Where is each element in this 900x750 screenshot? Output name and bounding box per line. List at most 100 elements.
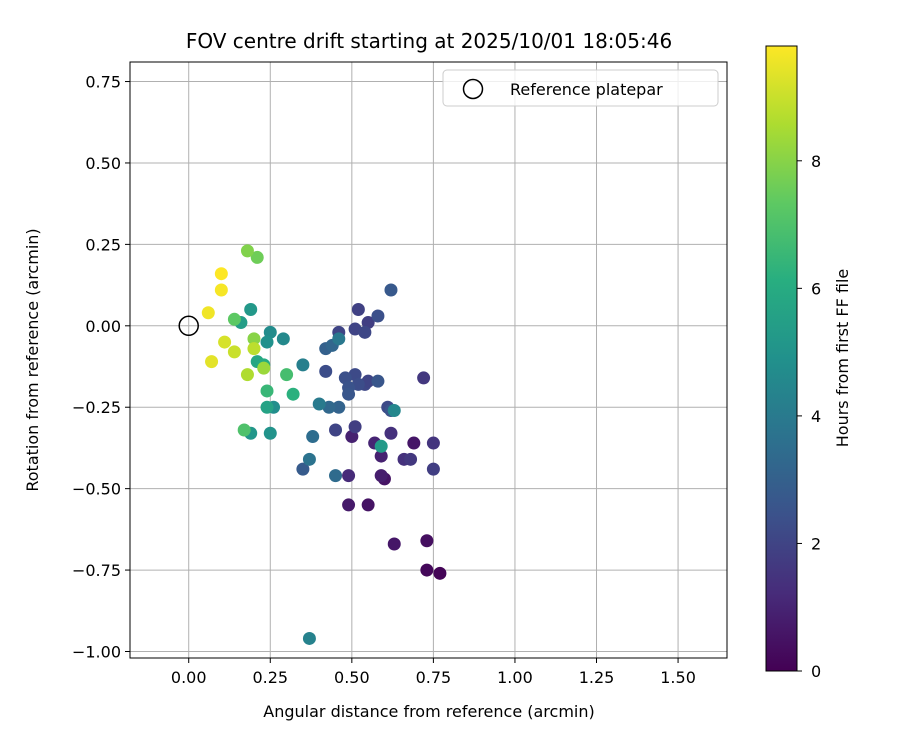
data-point xyxy=(348,420,362,434)
data-point xyxy=(227,345,241,359)
data-point xyxy=(420,534,434,548)
data-point xyxy=(384,283,398,297)
data-point xyxy=(374,439,388,453)
colorbar-tick-label: 2 xyxy=(811,534,821,553)
data-point xyxy=(296,462,310,476)
x-tick-label: 0.75 xyxy=(416,668,452,687)
data-point xyxy=(260,335,274,349)
y-tick-label: −0.25 xyxy=(72,398,121,417)
x-tick-label: 1.25 xyxy=(579,668,615,687)
x-tick-label: 1.50 xyxy=(660,668,696,687)
data-point xyxy=(247,332,261,346)
x-tick-label: 0.25 xyxy=(252,668,288,687)
data-point xyxy=(342,498,356,512)
data-point xyxy=(205,355,219,369)
data-point xyxy=(426,462,440,476)
data-point xyxy=(371,309,385,323)
chart-title: FOV centre drift starting at 2025/10/01 … xyxy=(186,29,672,53)
colorbar-tick-label: 6 xyxy=(811,279,821,298)
data-point xyxy=(342,387,356,401)
y-tick-label: 0.25 xyxy=(85,235,121,254)
data-point xyxy=(280,368,294,382)
y-axis-label: Rotation from reference (arcmin) xyxy=(23,228,42,491)
data-point xyxy=(420,563,434,577)
data-point xyxy=(348,322,362,336)
data-point xyxy=(351,303,365,317)
data-point xyxy=(384,426,398,440)
data-point xyxy=(257,361,271,375)
legend-box xyxy=(442,69,719,107)
data-point xyxy=(332,332,346,346)
data-point xyxy=(218,335,232,349)
x-tick-label: 0.00 xyxy=(171,668,207,687)
data-point xyxy=(312,397,326,411)
data-point xyxy=(433,566,447,580)
data-point xyxy=(404,452,418,466)
data-point xyxy=(417,371,431,385)
y-tick-label: −0.50 xyxy=(72,480,121,499)
data-point xyxy=(214,283,228,297)
colorbar-label: Hours from first FF file xyxy=(833,269,852,448)
data-point xyxy=(227,312,241,326)
legend-marker xyxy=(462,78,484,100)
data-point xyxy=(237,423,251,437)
data-point xyxy=(214,267,228,281)
data-point xyxy=(250,250,264,264)
data-point xyxy=(276,332,290,346)
data-point xyxy=(348,368,362,382)
data-point xyxy=(263,325,277,339)
data-point xyxy=(374,469,388,483)
y-axis-ticks: 0.75 0.50 0.25 0.00 −0.25 −0.50 −0.75 −1.00 xyxy=(72,73,130,661)
data-point xyxy=(306,430,320,444)
data-point xyxy=(201,306,215,320)
data-point xyxy=(319,364,333,378)
data-point xyxy=(302,631,316,645)
data-point xyxy=(342,469,356,483)
data-point xyxy=(286,387,300,401)
data-point xyxy=(322,400,336,414)
data-point xyxy=(260,384,274,398)
data-point xyxy=(407,436,421,450)
data-point xyxy=(361,498,375,512)
y-tick-label: −0.75 xyxy=(72,561,121,580)
data-point xyxy=(247,342,261,356)
x-tick-label: 1.00 xyxy=(497,668,533,687)
data-point xyxy=(263,426,277,440)
x-axis-label: Angular distance from reference (arcmin) xyxy=(263,702,594,721)
data-point xyxy=(260,400,274,414)
colorbar-tick-label: 0 xyxy=(811,662,821,681)
data-point xyxy=(240,244,254,258)
data-point xyxy=(302,452,316,466)
colorbar-ticks: 0 2 4 6 8 xyxy=(797,152,821,681)
data-point xyxy=(244,303,258,317)
x-tick-label: 0.50 xyxy=(334,668,370,687)
y-tick-label: 0.75 xyxy=(85,73,121,92)
reference-platepar-marker xyxy=(178,315,199,337)
data-point xyxy=(361,374,375,388)
data-point xyxy=(351,377,365,391)
legend-label: Reference platepar xyxy=(510,80,663,99)
data-point xyxy=(338,371,352,385)
data-points xyxy=(201,244,447,645)
data-point xyxy=(387,537,401,551)
data-point xyxy=(329,423,343,437)
y-tick-label: 0.50 xyxy=(85,154,121,173)
data-point xyxy=(358,325,372,339)
data-point xyxy=(332,400,346,414)
colorbar: 0 2 4 6 8 Hours from first FF file xyxy=(765,45,852,681)
colorbar-gradient xyxy=(765,45,798,672)
data-point xyxy=(371,374,385,388)
colorbar-tick-label: 4 xyxy=(811,407,821,426)
y-tick-label: 0.00 xyxy=(85,317,121,336)
data-point xyxy=(374,449,388,463)
colorbar-tick-label: 8 xyxy=(811,152,821,171)
data-point xyxy=(329,469,343,483)
y-tick-label: −1.00 xyxy=(72,642,121,661)
x-axis-ticks: 0.00 0.25 0.50 0.75 1.00 1.25 1.50 xyxy=(171,658,696,687)
data-point xyxy=(426,436,440,450)
legend: Reference platepar xyxy=(442,69,719,107)
data-point xyxy=(361,316,375,330)
data-point xyxy=(345,430,359,444)
data-point xyxy=(387,403,401,417)
